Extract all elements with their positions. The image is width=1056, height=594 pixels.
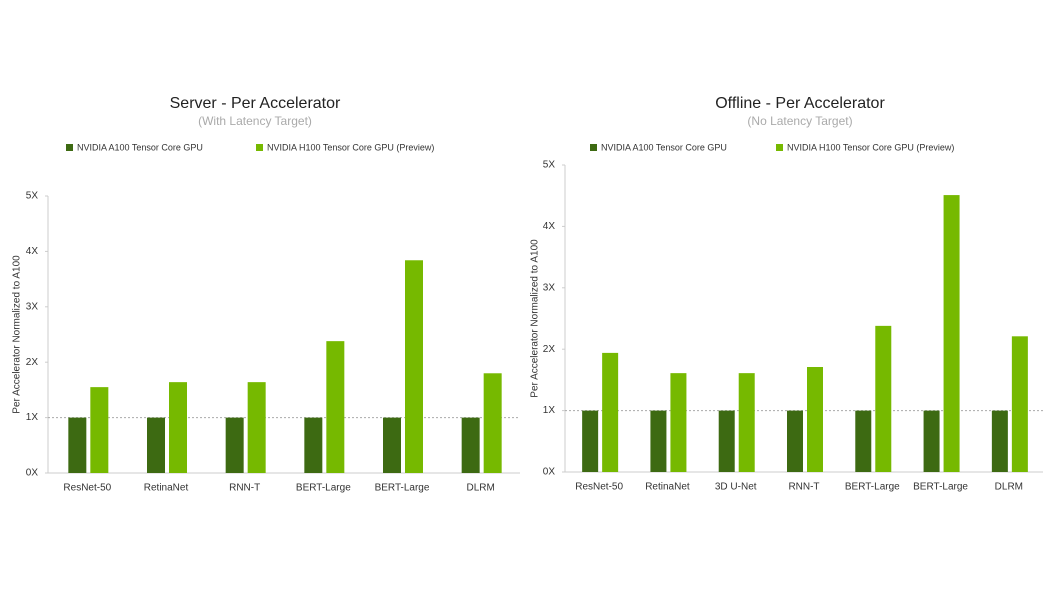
bar bbox=[670, 373, 687, 472]
legend-label: NVIDIA A100 Tensor Core GPU bbox=[601, 142, 727, 152]
bar bbox=[923, 410, 940, 472]
chart-subtitle: (With Latency Target) bbox=[198, 114, 312, 128]
bar bbox=[855, 410, 872, 472]
legend-label: NVIDIA A100 Tensor Core GPU bbox=[77, 142, 203, 152]
y-tick-label: 1X bbox=[543, 405, 556, 416]
y-tick-label: 5X bbox=[26, 191, 39, 202]
x-tick-label: BERT-Large bbox=[845, 482, 900, 493]
bar bbox=[943, 195, 960, 472]
x-tick-label: 3D U-Net bbox=[715, 482, 757, 493]
chart-title: Server - Per Accelerator bbox=[170, 95, 341, 112]
x-tick-label: DLRM bbox=[466, 483, 494, 494]
y-tick-label: 3X bbox=[26, 301, 39, 312]
x-tick-label: BERT-Large bbox=[375, 483, 430, 494]
y-tick-label: 4X bbox=[26, 246, 39, 257]
legend-swatch bbox=[776, 144, 783, 151]
x-tick-label: ResNet-50 bbox=[575, 482, 623, 493]
x-tick-label: RetinaNet bbox=[144, 483, 189, 494]
bar bbox=[147, 417, 165, 473]
chart-subtitle: (No Latency Target) bbox=[747, 114, 852, 128]
bar bbox=[1011, 336, 1028, 472]
y-tick-label: 2X bbox=[543, 344, 556, 355]
bar bbox=[169, 382, 187, 473]
bar bbox=[304, 417, 323, 473]
x-tick-label: RNN-T bbox=[229, 483, 260, 494]
y-tick-label: 3X bbox=[543, 282, 556, 293]
y-tick-label: 1X bbox=[26, 412, 39, 423]
bar bbox=[787, 410, 803, 472]
y-axis-label: Per Accelerator Normalized to A100 bbox=[530, 239, 541, 398]
x-tick-label: BERT-Large bbox=[296, 483, 351, 494]
y-tick-label: 0X bbox=[26, 468, 39, 479]
bar bbox=[718, 410, 735, 472]
y-axis-label: Per Accelerator Normalized to A100 bbox=[12, 255, 23, 414]
chart-title: Offline - Per Accelerator bbox=[715, 95, 885, 112]
y-tick-label: 2X bbox=[26, 357, 39, 368]
x-tick-label: BERT-Large bbox=[913, 482, 968, 493]
bar bbox=[483, 373, 502, 473]
x-tick-label: RetinaNet bbox=[645, 482, 690, 493]
bar bbox=[602, 352, 619, 472]
bar bbox=[405, 260, 423, 473]
y-tick-label: 5X bbox=[543, 160, 556, 171]
bar bbox=[326, 341, 345, 473]
bar bbox=[68, 417, 87, 473]
bar bbox=[807, 367, 823, 472]
bar bbox=[383, 417, 401, 473]
x-tick-label: RNN-T bbox=[788, 482, 819, 493]
bar bbox=[225, 417, 244, 473]
bar bbox=[875, 325, 892, 472]
legend-swatch bbox=[256, 144, 263, 151]
legend-swatch bbox=[590, 144, 597, 151]
y-tick-label: 0X bbox=[543, 467, 556, 478]
bar bbox=[461, 417, 480, 473]
legend-swatch bbox=[66, 144, 73, 151]
x-tick-label: DLRM bbox=[995, 482, 1023, 493]
bar bbox=[90, 387, 109, 473]
bar bbox=[247, 382, 266, 473]
x-tick-label: ResNet-50 bbox=[63, 483, 111, 494]
bar bbox=[991, 410, 1008, 472]
legend-label: NVIDIA H100 Tensor Core GPU (Preview) bbox=[267, 142, 434, 152]
bar bbox=[738, 373, 755, 472]
bar bbox=[650, 410, 667, 472]
legend-label: NVIDIA H100 Tensor Core GPU (Preview) bbox=[787, 142, 954, 152]
y-tick-label: 4X bbox=[543, 221, 556, 232]
bar bbox=[582, 410, 599, 472]
